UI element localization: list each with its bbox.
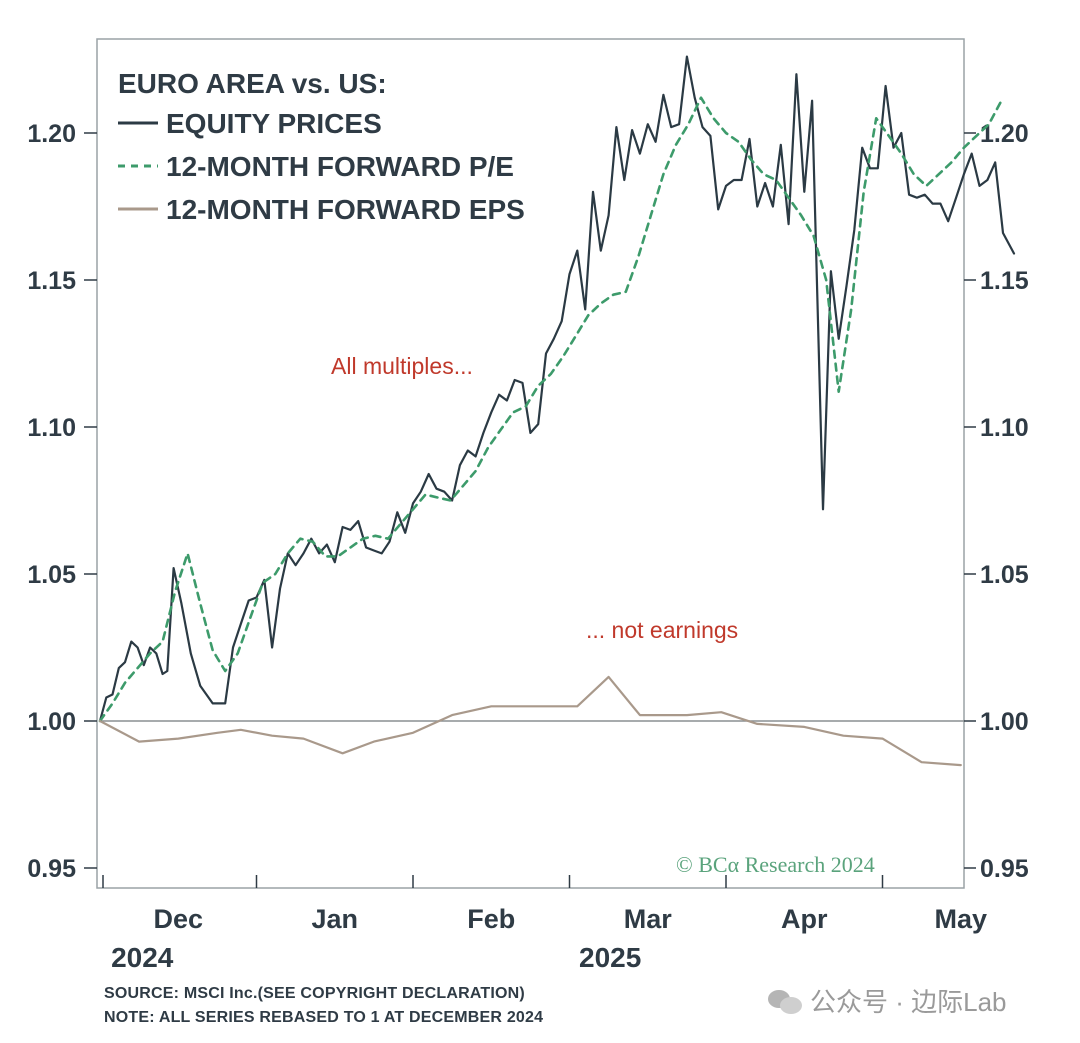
legend-item-equity: EQUITY PRICES bbox=[166, 108, 382, 139]
x-tick-label: May bbox=[934, 904, 987, 934]
x-year-label: 2025 bbox=[579, 942, 641, 973]
y-tick-label-left: 1.15 bbox=[27, 267, 76, 295]
copyright: © BCα Research 2024 bbox=[676, 852, 875, 877]
series-layer bbox=[98, 55, 1016, 767]
footer-note: NOTE: ALL SERIES REBASED TO 1 AT DECEMBE… bbox=[104, 1009, 544, 1026]
y-axis-left: 0.95 1.00 1.05 1.10 1.15 1.20 bbox=[27, 120, 97, 883]
series-equity-prices bbox=[98, 55, 1016, 723]
y-tick-label-left: 1.05 bbox=[27, 561, 76, 589]
footer-source: SOURCE: MSCI Inc.(SEE COPYRIGHT DECLARAT… bbox=[104, 985, 525, 1002]
y-tick-label-right: 0.95 bbox=[980, 855, 1029, 883]
annotation-multiples: All multiples... bbox=[331, 353, 473, 379]
y-tick-label-left: 1.10 bbox=[27, 414, 76, 442]
legend-item-pe: 12-MONTH FORWARD P/E bbox=[166, 151, 514, 182]
legend: EURO AREA vs. US: EQUITY PRICES 12-MONTH… bbox=[118, 68, 525, 225]
legend-title: EURO AREA vs. US: bbox=[118, 68, 387, 99]
y-tick-label-right: 1.10 bbox=[980, 414, 1029, 442]
y-tick-label-left: 1.20 bbox=[27, 120, 76, 148]
y-tick-label-right: 1.00 bbox=[980, 708, 1029, 736]
x-year-label: 2024 bbox=[111, 942, 174, 973]
x-tick-label: Jan bbox=[311, 904, 358, 934]
y-axis-right: 0.951.001.051.101.151.20 bbox=[964, 120, 1029, 883]
y-tick-label-left: 0.95 bbox=[27, 855, 76, 883]
x-tick-label: Apr bbox=[781, 904, 828, 934]
y-tick-label-left: 1.00 bbox=[27, 708, 76, 736]
series-forward-pe bbox=[98, 96, 1003, 723]
watermark-text: 公众号 · 边际Lab bbox=[810, 987, 1007, 1017]
x-axis: Dec Jan Feb Mar Apr May 2024 2025 bbox=[102, 875, 987, 973]
series-forward-eps bbox=[98, 675, 962, 767]
x-tick-label: Mar bbox=[624, 904, 673, 934]
annotation-earnings: ... not earnings bbox=[586, 617, 738, 643]
wechat-icon bbox=[768, 988, 802, 1014]
legend-item-eps: 12-MONTH FORWARD EPS bbox=[166, 194, 525, 225]
y-tick-label-right: 1.15 bbox=[980, 267, 1029, 295]
watermark: 公众号 · 边际Lab bbox=[768, 982, 1007, 1019]
plot-frame bbox=[96, 38, 965, 889]
y-tick-label-right: 1.05 bbox=[980, 561, 1029, 589]
x-tick-label: Feb bbox=[467, 904, 515, 934]
x-tick-label: Dec bbox=[153, 904, 203, 934]
